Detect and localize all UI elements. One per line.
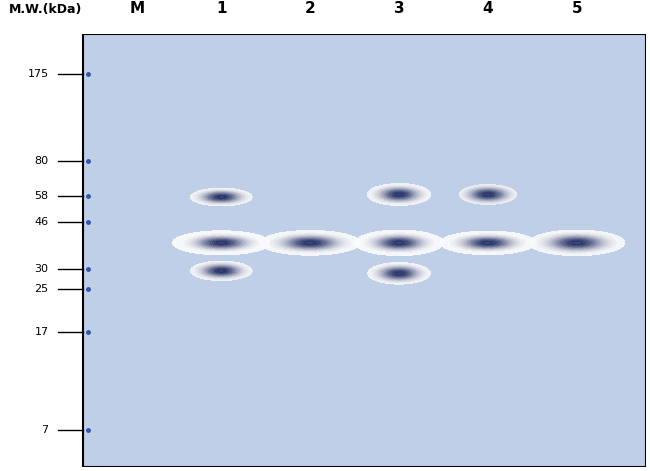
Text: 3: 3	[394, 1, 404, 16]
Text: 2: 2	[305, 1, 315, 16]
Text: 30: 30	[34, 264, 49, 274]
Text: M.W.(kDa): M.W.(kDa)	[9, 3, 83, 16]
Text: 1: 1	[216, 1, 227, 16]
Text: 25: 25	[34, 284, 49, 294]
Text: 7: 7	[42, 425, 49, 435]
Text: M: M	[130, 1, 145, 16]
Text: 17: 17	[34, 327, 49, 337]
Text: 4: 4	[482, 1, 493, 16]
Text: 5: 5	[571, 1, 582, 16]
Text: 80: 80	[34, 155, 49, 166]
Text: 46: 46	[34, 217, 49, 227]
Text: 58: 58	[34, 191, 49, 201]
Text: 175: 175	[27, 69, 49, 79]
Bar	[83, 34, 646, 467]
